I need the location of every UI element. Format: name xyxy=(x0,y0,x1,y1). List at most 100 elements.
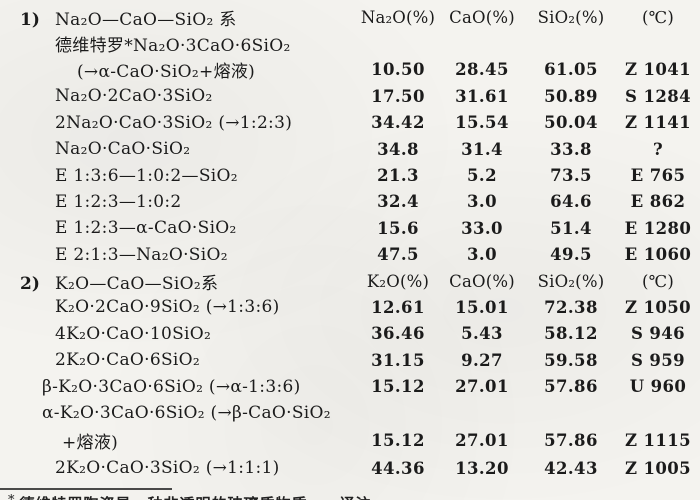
compound-name: Na₂O·2CaO·3SiO₂ xyxy=(0,86,358,106)
value-cell: 49.5 xyxy=(550,245,592,265)
table-row: 2K₂O·CaO·6SiO₂ 31.15 9.27 59.58 S 959 xyxy=(0,347,700,373)
compound-name-text: Na₂O—CaO—SiO₂ 系 xyxy=(55,9,237,30)
footnote-text: 德维特罗陶瓷是一种非透明的玻璃质物质——译注 xyxy=(20,495,372,500)
compound-name-text: E 1:3:6—1:0:2—SiO₂ xyxy=(55,165,238,186)
value-cell: Z 1005 xyxy=(624,458,692,478)
table-row: 德维特罗*Na₂O·3CaO·6SiO₂ xyxy=(0,30,700,56)
compound-name: E 1:3:6—1:0:2—SiO₂ xyxy=(0,166,358,186)
table-row: E 1:3:6—1:0:2—SiO₂ 21.3 5.2 73.5 E 765 xyxy=(0,162,700,188)
table-row: (→α-CaO·SiO₂+熔液) 10.50 28.45 61.05 Z 1041 xyxy=(0,57,700,83)
footnote-divider xyxy=(0,488,172,491)
compound-name: 4K₂O·CaO·10SiO₂ xyxy=(0,324,358,344)
table-row: +熔液) 15.12 27.01 57.86 Z 1115 xyxy=(0,426,700,454)
value-cell: Z 1115 xyxy=(624,430,692,450)
compound-name: 1) Na₂O—CaO—SiO₂ 系 xyxy=(0,5,358,30)
table-row: Na₂O·CaO·SiO₂ 34.8 31.4 33.8? xyxy=(0,136,700,162)
section-header-row: 2) K₂O—CaO—SiO₂系 K₂O(%) CaO(%) SiO₂(%) (℃) xyxy=(0,268,700,294)
compound-name: 2Na₂O·CaO·3SiO₂ (→1:2:3) xyxy=(0,113,358,133)
value-cell: 10.50 xyxy=(371,60,425,80)
compound-name-text: E 1:2:3—α-CaO·SiO₂ xyxy=(55,218,237,239)
value-cell: 5.43 xyxy=(461,324,503,344)
table-row: 2Na₂O·CaO·3SiO₂ (→1:2:3) 34.42 15.54 50.04 Z… xyxy=(0,110,700,136)
compound-name: (→α-CaO·SiO₂+熔液) xyxy=(0,57,358,82)
compound-name-text: Na₂O·CaO·SiO₂ xyxy=(55,139,191,160)
value-cell: 50.89 xyxy=(544,86,598,106)
value-cell: 27.01 xyxy=(455,430,509,450)
value-cell: 15.6 xyxy=(377,218,419,238)
value-cell: 9.27 xyxy=(461,350,503,370)
compound-name-text: 2K₂O·CaO·6SiO₂ xyxy=(55,350,201,371)
value-cell: 28.45 xyxy=(455,60,509,80)
value-cell: 31.4 xyxy=(461,139,503,159)
column-header: SiO₂(%) xyxy=(537,271,605,291)
compound-name: E 2:1:3—Na₂O·SiO₂ xyxy=(0,245,358,265)
value-cell: 51.4 xyxy=(550,218,592,238)
value-cell: 47.5 xyxy=(377,245,419,265)
value-cell: 59.58 xyxy=(544,350,598,370)
table-row: K₂O·2CaO·9SiO₂ (→1:3:6) 12.61 15.01 72.38 Z … xyxy=(0,294,700,320)
value-cell: 33.0 xyxy=(461,218,503,238)
compound-name-text: α-K₂O·3CaO·6SiO₂ (→β-CaO·SiO₂ xyxy=(42,403,331,424)
compound-name-text: +熔液) xyxy=(62,432,119,453)
value-cell: 15.12 xyxy=(371,430,425,450)
value-cell: S 1284 xyxy=(625,86,691,106)
section-number: 2) xyxy=(20,273,40,294)
compound-name: 2K₂O·CaO·6SiO₂ xyxy=(0,350,358,370)
table-row: α-K₂O·3CaO·6SiO₂ (→β-CaO·SiO₂ xyxy=(0,400,700,426)
value-cell: Z 1141 xyxy=(624,113,692,133)
value-cell: ? xyxy=(652,139,664,159)
value-cell: E 765 xyxy=(630,166,686,186)
value-cell: 27.01 xyxy=(455,377,509,397)
compound-name-text: E 2:1:3—Na₂O·SiO₂ xyxy=(55,244,228,265)
value-cell: 13.20 xyxy=(455,458,509,478)
value-cell: 32.4 xyxy=(377,192,419,212)
compound-name: E 1:2:3—1:0:2 xyxy=(0,192,358,212)
value-cell: S 946 xyxy=(630,324,686,344)
footnote-asterisk: * xyxy=(8,493,20,500)
value-cell: 72.38 xyxy=(544,297,598,317)
table-row: Na₂O·2CaO·3SiO₂ 17.50 31.61 50.89 S 1284 xyxy=(0,83,700,109)
section-number: 1) xyxy=(20,9,40,30)
value-cell: 15.01 xyxy=(455,297,509,317)
value-cell: 57.86 xyxy=(544,430,598,450)
table-row: β-K₂O·3CaO·6SiO₂ (→α-1:3:6) 15.12 27.01 57.… xyxy=(0,373,700,399)
column-header: SiO₂(%) xyxy=(537,7,605,27)
compound-name-text: (→α-CaO·SiO₂+熔液) xyxy=(77,62,256,83)
value-cell: 57.86 xyxy=(544,377,598,397)
compound-name-text: 德维特罗*Na₂O·3CaO·6SiO₂ xyxy=(55,36,291,57)
value-cell: 58.12 xyxy=(544,324,598,344)
value-cell: 12.61 xyxy=(371,297,425,317)
value-cell: E 1060 xyxy=(624,245,692,265)
compound-name-text: 2K₂O·CaO·3SiO₂ (→1:1:1) xyxy=(55,458,280,479)
section-header-row: 1) Na₂O—CaO—SiO₂ 系 Na₂O(%) CaO(%) SiO₂(%) (℃) xyxy=(0,4,700,30)
compound-name: α-K₂O·3CaO·6SiO₂ (→β-CaO·SiO₂ xyxy=(0,403,358,423)
value-cell: 31.15 xyxy=(371,350,425,370)
table-row: E 2:1:3—Na₂O·SiO₂ 47.5 3.0 49.5 E 1060 xyxy=(0,242,700,268)
value-cell: 61.05 xyxy=(544,60,598,80)
table-row: E 1:2:3—α-CaO·SiO₂ 15.6 33.0 51.4 E 1280 xyxy=(0,215,700,241)
value-cell: Z 1041 xyxy=(624,60,692,80)
compound-name-text: 4K₂O·CaO·10SiO₂ xyxy=(55,323,212,344)
column-header: (℃) xyxy=(642,271,674,291)
compound-name-text: K₂O·2CaO·9SiO₂ (→1:3:6) xyxy=(55,297,280,318)
value-cell: U 960 xyxy=(629,377,687,397)
value-cell: 64.6 xyxy=(550,192,592,212)
value-cell: 15.54 xyxy=(455,113,509,133)
value-cell: 5.2 xyxy=(467,166,497,186)
value-cell: E 1280 xyxy=(624,218,692,238)
value-cell: 15.12 xyxy=(371,377,425,397)
compound-name-text: 2Na₂O·CaO·3SiO₂ (→1:2:3) xyxy=(55,112,293,133)
table-row: E 1:2:3—1:0:2 32.4 3.0 64.6 E 862 xyxy=(0,189,700,215)
value-cell: 3.0 xyxy=(467,245,497,265)
value-cell: 34.8 xyxy=(377,139,419,159)
value-cell: 50.04 xyxy=(544,113,598,133)
compound-name: Na₂O·CaO·SiO₂ xyxy=(0,139,358,159)
value-cell: 36.46 xyxy=(371,324,425,344)
value-cell: 44.36 xyxy=(371,458,425,478)
compound-name-text: E 1:2:3—1:0:2 xyxy=(55,191,182,212)
compound-name: β-K₂O·3CaO·6SiO₂ (→α-1:3:6) xyxy=(0,377,358,397)
compound-name: 德维特罗*Na₂O·3CaO·6SiO₂ xyxy=(0,31,358,56)
column-header: K₂O(%) xyxy=(366,271,430,291)
value-cell: 33.8 xyxy=(550,139,592,159)
